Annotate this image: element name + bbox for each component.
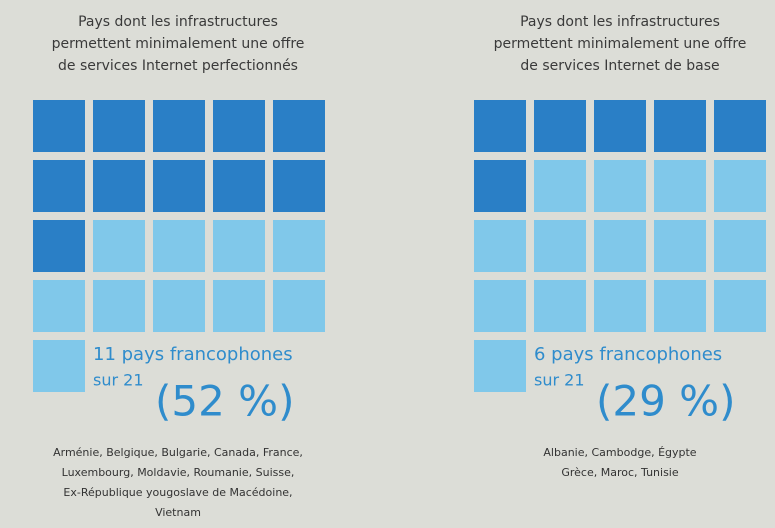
waffle-square: [273, 160, 325, 212]
waffle-square: [714, 280, 766, 332]
waffle-square: [213, 100, 265, 152]
percent-label: (52 %): [155, 377, 294, 426]
waffle-square: [714, 160, 766, 212]
panel-title: de services Internet perfectionnés: [58, 58, 298, 74]
waffle-square: [153, 100, 205, 152]
waffle-square: [594, 100, 646, 152]
waffle-square: [474, 340, 526, 392]
waffle-square: [474, 280, 526, 332]
waffle-square: [33, 340, 85, 392]
waffle-square: [474, 220, 526, 272]
country-list: Grèce, Maroc, Tunisie: [561, 466, 678, 479]
waffle-square: [213, 220, 265, 272]
waffle-square: [213, 160, 265, 212]
waffle-square: [93, 220, 145, 272]
waffle-square: [654, 160, 706, 212]
waffle-square: [273, 280, 325, 332]
waffle-square: [654, 220, 706, 272]
waffle-square: [534, 280, 586, 332]
waffle-square: [93, 100, 145, 152]
panel-title: Pays dont les infrastructures: [520, 14, 720, 30]
count-label: 11 pays francophones: [93, 344, 293, 365]
total-label: sur 21: [93, 371, 144, 390]
panel-title: Pays dont les infrastructures: [78, 14, 278, 30]
waffle-square: [33, 100, 85, 152]
waffle-square: [153, 160, 205, 212]
waffle-square: [93, 160, 145, 212]
waffle-square: [474, 100, 526, 152]
country-list: Luxembourg, Moldavie, Roumanie, Suisse,: [62, 466, 295, 479]
total-label: sur 21: [534, 371, 585, 390]
waffle-square: [594, 220, 646, 272]
percent-label: (29 %): [596, 377, 735, 426]
waffle-square: [534, 220, 586, 272]
count-label: 6 pays francophones: [534, 344, 722, 365]
waffle-square: [33, 280, 85, 332]
waffle-square: [594, 280, 646, 332]
panel-title: permettent minimalement une offre: [494, 36, 747, 52]
waffle-square: [153, 280, 205, 332]
waffle-square: [534, 100, 586, 152]
waffle-square: [534, 160, 586, 212]
waffle-square: [714, 100, 766, 152]
waffle-square: [33, 220, 85, 272]
waffle-square: [654, 280, 706, 332]
waffle-square: [714, 220, 766, 272]
waffle-square: [474, 160, 526, 212]
waffle-square: [273, 100, 325, 152]
country-list: Albanie, Cambodge, Égypte: [543, 446, 696, 459]
waffle-square: [93, 280, 145, 332]
waffle-square: [213, 280, 265, 332]
waffle-square: [153, 220, 205, 272]
country-list: Arménie, Belgique, Bulgarie, Canada, Fra…: [53, 446, 303, 459]
country-list: Ex-République yougoslave de Macédoine,: [63, 486, 292, 499]
waffle-square: [33, 160, 85, 212]
panel-title: permettent minimalement une offre: [52, 36, 305, 52]
waffle-square: [273, 220, 325, 272]
waffle-square: [654, 100, 706, 152]
waffle-square: [594, 160, 646, 212]
country-list: Vietnam: [155, 506, 201, 519]
panel-title: de services Internet de base: [520, 58, 719, 74]
